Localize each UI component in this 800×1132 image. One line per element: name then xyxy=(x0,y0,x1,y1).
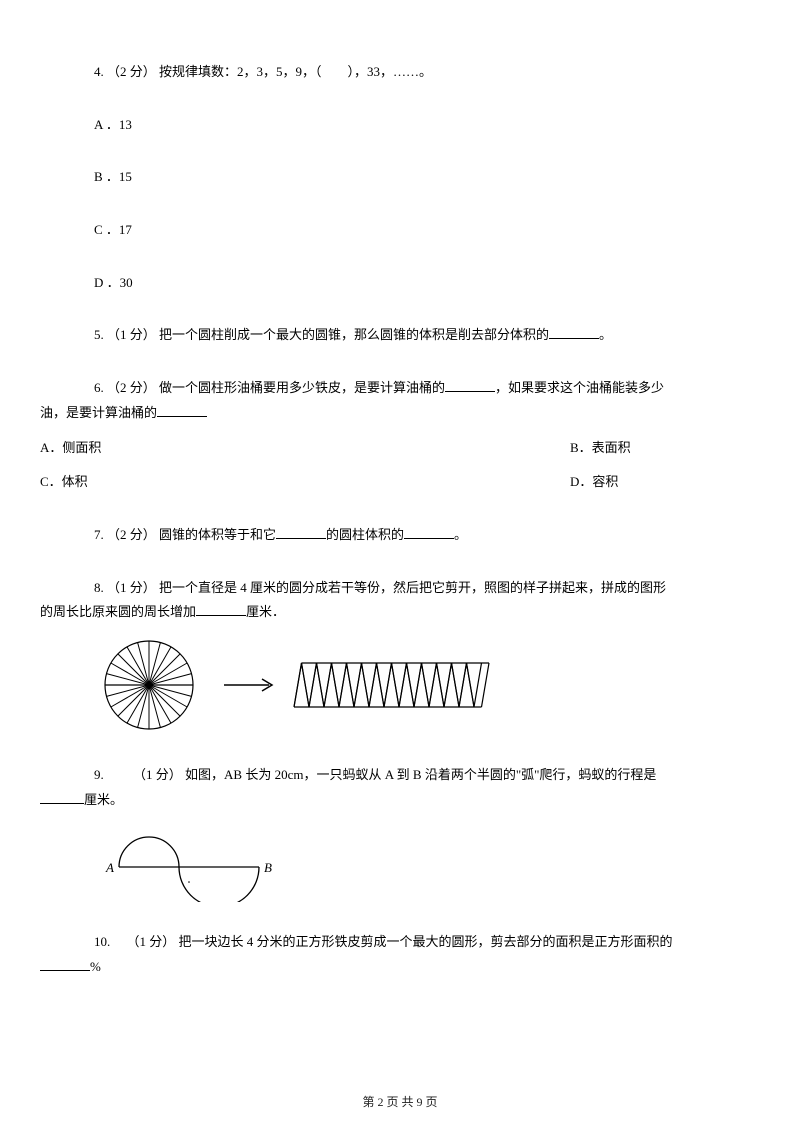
q5-text-a: 把一个圆柱削成一个最大的圆锥，那么圆锥的体积是削去部分体积的 xyxy=(159,327,549,342)
q6-opt-d: D．容积 xyxy=(570,470,760,495)
q6-opts-row1: A．侧面积 B．表面积 xyxy=(40,436,760,461)
q6-pts: （2 分） xyxy=(107,380,156,395)
q8-pts: （1 分） xyxy=(107,580,156,595)
q9-label-a: A xyxy=(105,860,114,875)
q10-text-a: 把一块边长 4 分米的正方形铁皮剪成一个最大的圆形，剪去部分的面积是正方形面积的 xyxy=(179,934,673,949)
q9-text-a: 如图，AB 长为 20cm，一只蚂蚁从 A 到 B 沿着两个半圆的"弧"爬行，蚂… xyxy=(185,767,656,782)
q4-opt-c: C ．17 xyxy=(40,218,760,243)
question-7: 7. （2 分） 圆锥的体积等于和它 的圆柱体积的 。 xyxy=(40,523,760,548)
q8-figure xyxy=(40,635,760,735)
question-6: 6. （2 分） 做一个圆柱形油桶要用多少铁皮，是要计算油桶的 ，如果要求这个油桶… xyxy=(40,376,760,425)
q8-num: 8. xyxy=(94,580,104,595)
q5-pts: （1 分） xyxy=(107,327,156,342)
q7-text-a: 圆锥的体积等于和它 xyxy=(159,527,276,542)
q7-text-b: 的圆柱体积的 xyxy=(326,527,404,542)
question-8: 8. （1 分） 把一个直径是 4 厘米的圆分成若干等份，然后把它剪开，照图的样… xyxy=(40,576,760,625)
q6-opt-b: B．表面积 xyxy=(570,436,760,461)
q10-text-b: % xyxy=(90,959,101,974)
q6-opt-a: A．侧面积 xyxy=(40,436,570,461)
page-footer: 第 2 页 共 9 页 xyxy=(0,1093,800,1110)
q9-svg: A B xyxy=(94,822,294,902)
q7-blank-2 xyxy=(404,525,454,539)
q6-num: 6. xyxy=(94,380,104,395)
q7-num: 7. xyxy=(94,527,104,542)
q9-label-b: B xyxy=(264,860,272,875)
q6-opt-c: C．体积 xyxy=(40,470,570,495)
q4-opt-b: B ．15 xyxy=(40,165,760,190)
q7-blank-1 xyxy=(276,525,326,539)
q8-text-b: 的周长比原来圆的周长增加 xyxy=(40,604,196,619)
q6-text-a: 做一个圆柱形油桶要用多少铁皮，是要计算油桶的 xyxy=(159,380,445,395)
q4-num: 4. xyxy=(94,64,104,79)
q6-opts-row2: C．体积 D．容积 xyxy=(40,470,760,495)
question-5: 5. （1 分） 把一个圆柱削成一个最大的圆锥，那么圆锥的体积是削去部分体积的 。 xyxy=(40,323,760,348)
question-10: 10. （1 分） 把一块边长 4 分米的正方形铁皮剪成一个最大的圆形，剪去部分… xyxy=(40,930,760,979)
q9-figure: A B xyxy=(40,822,760,902)
q7-text-c: 。 xyxy=(454,527,467,542)
question-9: 9. （1 分） 如图，AB 长为 20cm，一只蚂蚁从 A 到 B 沿着两个半… xyxy=(40,763,760,812)
q4-pts: （2 分） xyxy=(107,64,156,79)
q9-blank xyxy=(40,790,84,804)
q5-blank xyxy=(549,325,599,339)
q4-opt-a: A ．13 xyxy=(40,113,760,138)
q6-blank-1 xyxy=(445,378,495,392)
q8-text-a: 把一个直径是 4 厘米的圆分成若干等份，然后把它剪开，照图的样子拼起来，拼成的图… xyxy=(159,580,666,595)
q6-text-c: 油，是要计算油桶的 xyxy=(40,405,157,420)
q10-blank xyxy=(40,957,90,971)
q4-text: 按规律填数：2，3，5，9，（ ），33，……。 xyxy=(159,64,432,79)
q9-num: 9. xyxy=(94,767,104,782)
q9-pts: （1 分） xyxy=(133,767,182,782)
q5-text-b: 。 xyxy=(599,327,612,342)
q5-num: 5. xyxy=(94,327,104,342)
q7-pts: （2 分） xyxy=(107,527,156,542)
question-4: 4. （2 分） 按规律填数：2，3，5，9，（ ），33，……。 xyxy=(40,60,760,85)
q8-text-c: 厘米． xyxy=(246,604,285,619)
q4-opt-d: D ．30 xyxy=(40,271,760,296)
q10-pts: （1 分） xyxy=(127,934,176,949)
q8-blank xyxy=(196,602,246,616)
q6-text-b: ，如果要求这个油桶能装多少 xyxy=(495,380,664,395)
q6-blank-2 xyxy=(157,403,207,417)
q10-num: 10. xyxy=(94,934,110,949)
q8-svg xyxy=(94,635,494,735)
q9-text-b: 厘米。 xyxy=(84,792,123,807)
